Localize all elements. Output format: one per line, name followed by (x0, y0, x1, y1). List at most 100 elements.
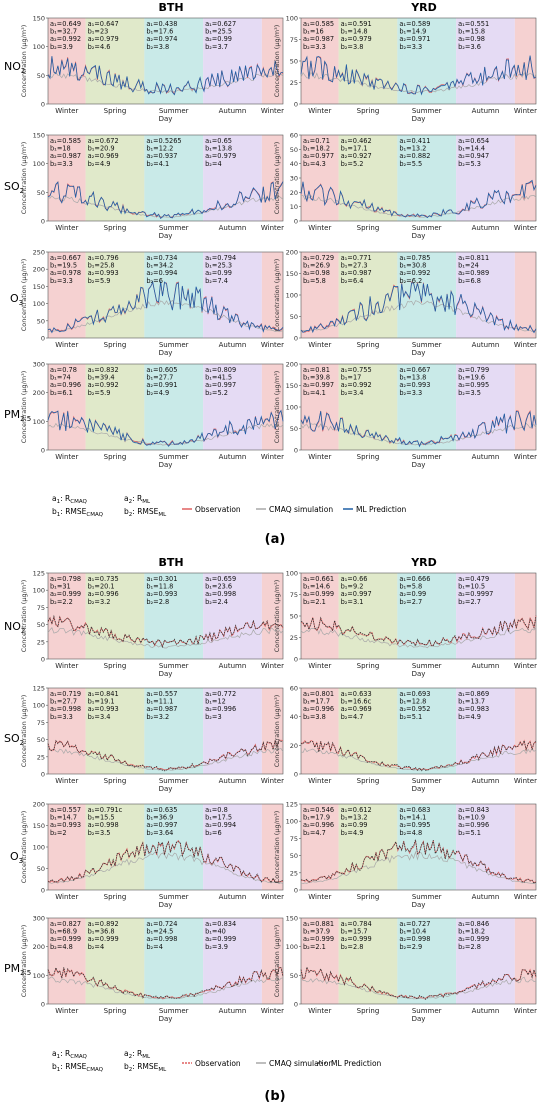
season-tick-label: Spring (357, 224, 380, 232)
season-band (514, 252, 536, 338)
panel-label-b: (b) (264, 1089, 285, 1104)
y-axis-label: Concentration (μg/m³) (20, 925, 28, 998)
y-tick-label: 150 (33, 822, 45, 830)
stat-label: b₂=3.9 (205, 943, 228, 951)
stat-label: b₂=5.2 (205, 389, 228, 397)
stat-label: b₂=2.9 (399, 943, 422, 951)
stat-label: a₁=0.585 (50, 137, 81, 145)
y-tick-label: 50 (290, 58, 298, 66)
stat-label: a₂=0.993 (88, 269, 119, 277)
stat-label: a₂=0.947 (458, 152, 489, 160)
stat-label: a₁=0.727 (399, 920, 430, 928)
stat-label: a₁=0.832 (88, 366, 119, 374)
plot-frame (47, 687, 284, 775)
season-tick-label: Spring (357, 341, 380, 349)
stat-label: a₁=0.667 (399, 366, 430, 374)
season-band (48, 573, 86, 659)
y-tick-label: 50 (290, 613, 298, 621)
season-tick-label: Summer (412, 1007, 442, 1015)
y-tick-label: 150 (286, 382, 298, 390)
season-tick-label: Spring (104, 224, 127, 232)
plot-a-yrd-o3: 0 50 100 150 200 Concentration (μg/m³) Winter S… (273, 249, 537, 358)
stat-label: a₂=0.999 (50, 590, 81, 598)
stat-label: b₁=19.5 (50, 262, 77, 270)
stat-label: b₁=19.6 (458, 374, 485, 382)
plot-frame (47, 134, 284, 222)
stat-label: a₂=0.996 (303, 821, 334, 829)
stat-label: b₂=3.4 (341, 389, 364, 397)
stat-label: b₂=4 (146, 943, 163, 951)
season-tick-label: Winter (514, 224, 537, 232)
stat-label: b₂=3.8 (146, 43, 169, 51)
stat-label: b₂=5.1 (399, 713, 422, 721)
stat-label: a₂=0.974 (146, 35, 177, 43)
season-band (456, 18, 515, 104)
row-label-o3-b: O3 (10, 850, 23, 865)
stat-label: b₁=24.5 (146, 928, 173, 936)
x-axis-label: Day (412, 670, 426, 678)
stat-label: b₂=5.1 (458, 829, 481, 837)
stat-label: a₁=0.585 (303, 20, 334, 28)
season-tick-label: Winter (55, 453, 78, 461)
stat-label: a₂=0.993 (399, 381, 430, 389)
stat-label: a₂=0.997 (205, 381, 236, 389)
stat-label: b₁=74 (50, 374, 71, 382)
legend-b-obs-label: Observation (195, 1059, 241, 1068)
y-tick-label: 0 (41, 887, 45, 895)
stat-label: a₂=0.992 (50, 35, 81, 43)
season-band (261, 18, 283, 104)
y-tick-label: 150 (286, 915, 298, 923)
ml-series-line (300, 739, 537, 772)
season-tick-label: Winter (261, 453, 284, 461)
stat-label: a₂=0.99 (399, 590, 426, 598)
season-band (261, 364, 283, 450)
y-tick-label: 100 (33, 587, 45, 595)
y-axis-label: Concentration (μg/m³) (273, 371, 281, 444)
y-tick-label: 75 (290, 835, 298, 843)
stat-label: a₂=0.9997 (458, 590, 493, 598)
y-tick-label: 100 (286, 943, 298, 951)
y-tick-label: 150 (33, 132, 45, 140)
stat-label: b₂=2.8 (146, 598, 169, 606)
stat-label: b₂=3.5 (458, 389, 481, 397)
stat-label: a₁=0.771 (341, 254, 372, 262)
stat-label: a₂=0.991 (146, 381, 177, 389)
y-tick-label: 50 (37, 317, 45, 325)
y-tick-label: 40 (290, 160, 298, 168)
y-axis-label: Concentration (μg/m³) (20, 811, 28, 884)
y-tick-label: 20 (290, 742, 298, 750)
y-tick-label: 50 (37, 72, 45, 80)
stat-label: b₁=14.6 (303, 583, 330, 591)
season-tick-label: Winter (514, 341, 537, 349)
season-band (203, 18, 262, 104)
plots-container: 0 50 100 150 Concentration (μg/m³) Winter Spri… (20, 15, 537, 1024)
stat-label: a₁=0.78 (50, 366, 77, 374)
cmaq-series-line (47, 627, 284, 649)
stat-label: a₁=0.719 (50, 690, 81, 698)
season-band (203, 573, 262, 659)
stat-label: a₁=0.892 (88, 920, 119, 928)
stat-label: a₁=0.81 (303, 366, 330, 374)
y-axis-label: Concentration (μg/m³) (273, 142, 281, 215)
season-band (514, 135, 536, 221)
stat-label: a₁=0.772 (205, 690, 236, 698)
stat-label: a₂=0.987 (341, 269, 372, 277)
stat-label: b₁=17.9 (303, 814, 330, 822)
season-band (85, 364, 145, 450)
season-tick-label: Winter (261, 777, 284, 785)
y-axis-label: Concentration (μg/m³) (20, 259, 28, 332)
plot-a-bth-so2: 0 50 100 150 Concentration (μg/m³) Winter Spri… (20, 132, 284, 241)
y-axis-label: Concentration (μg/m³) (273, 811, 281, 884)
y-tick-label: 25 (37, 638, 45, 646)
y-tick-label: 200 (33, 389, 45, 397)
stat-label: a₂=0.99 (205, 269, 232, 277)
legend-b-a1: a1: RCMAQ (52, 1049, 88, 1060)
stat-label: b₁=18.2 (458, 928, 485, 936)
row-label-no2-b: NO2 (4, 620, 25, 635)
stat-label: a₂=0.98 (458, 35, 485, 43)
stat-label: b₂=3.4 (88, 713, 111, 721)
stat-label: a₁=0.666 (399, 575, 430, 583)
season-band (338, 252, 398, 338)
plot-b-bth-pm25: 0 100 200 300 Concentration (μg/m³) Winter Spr… (20, 915, 284, 1024)
